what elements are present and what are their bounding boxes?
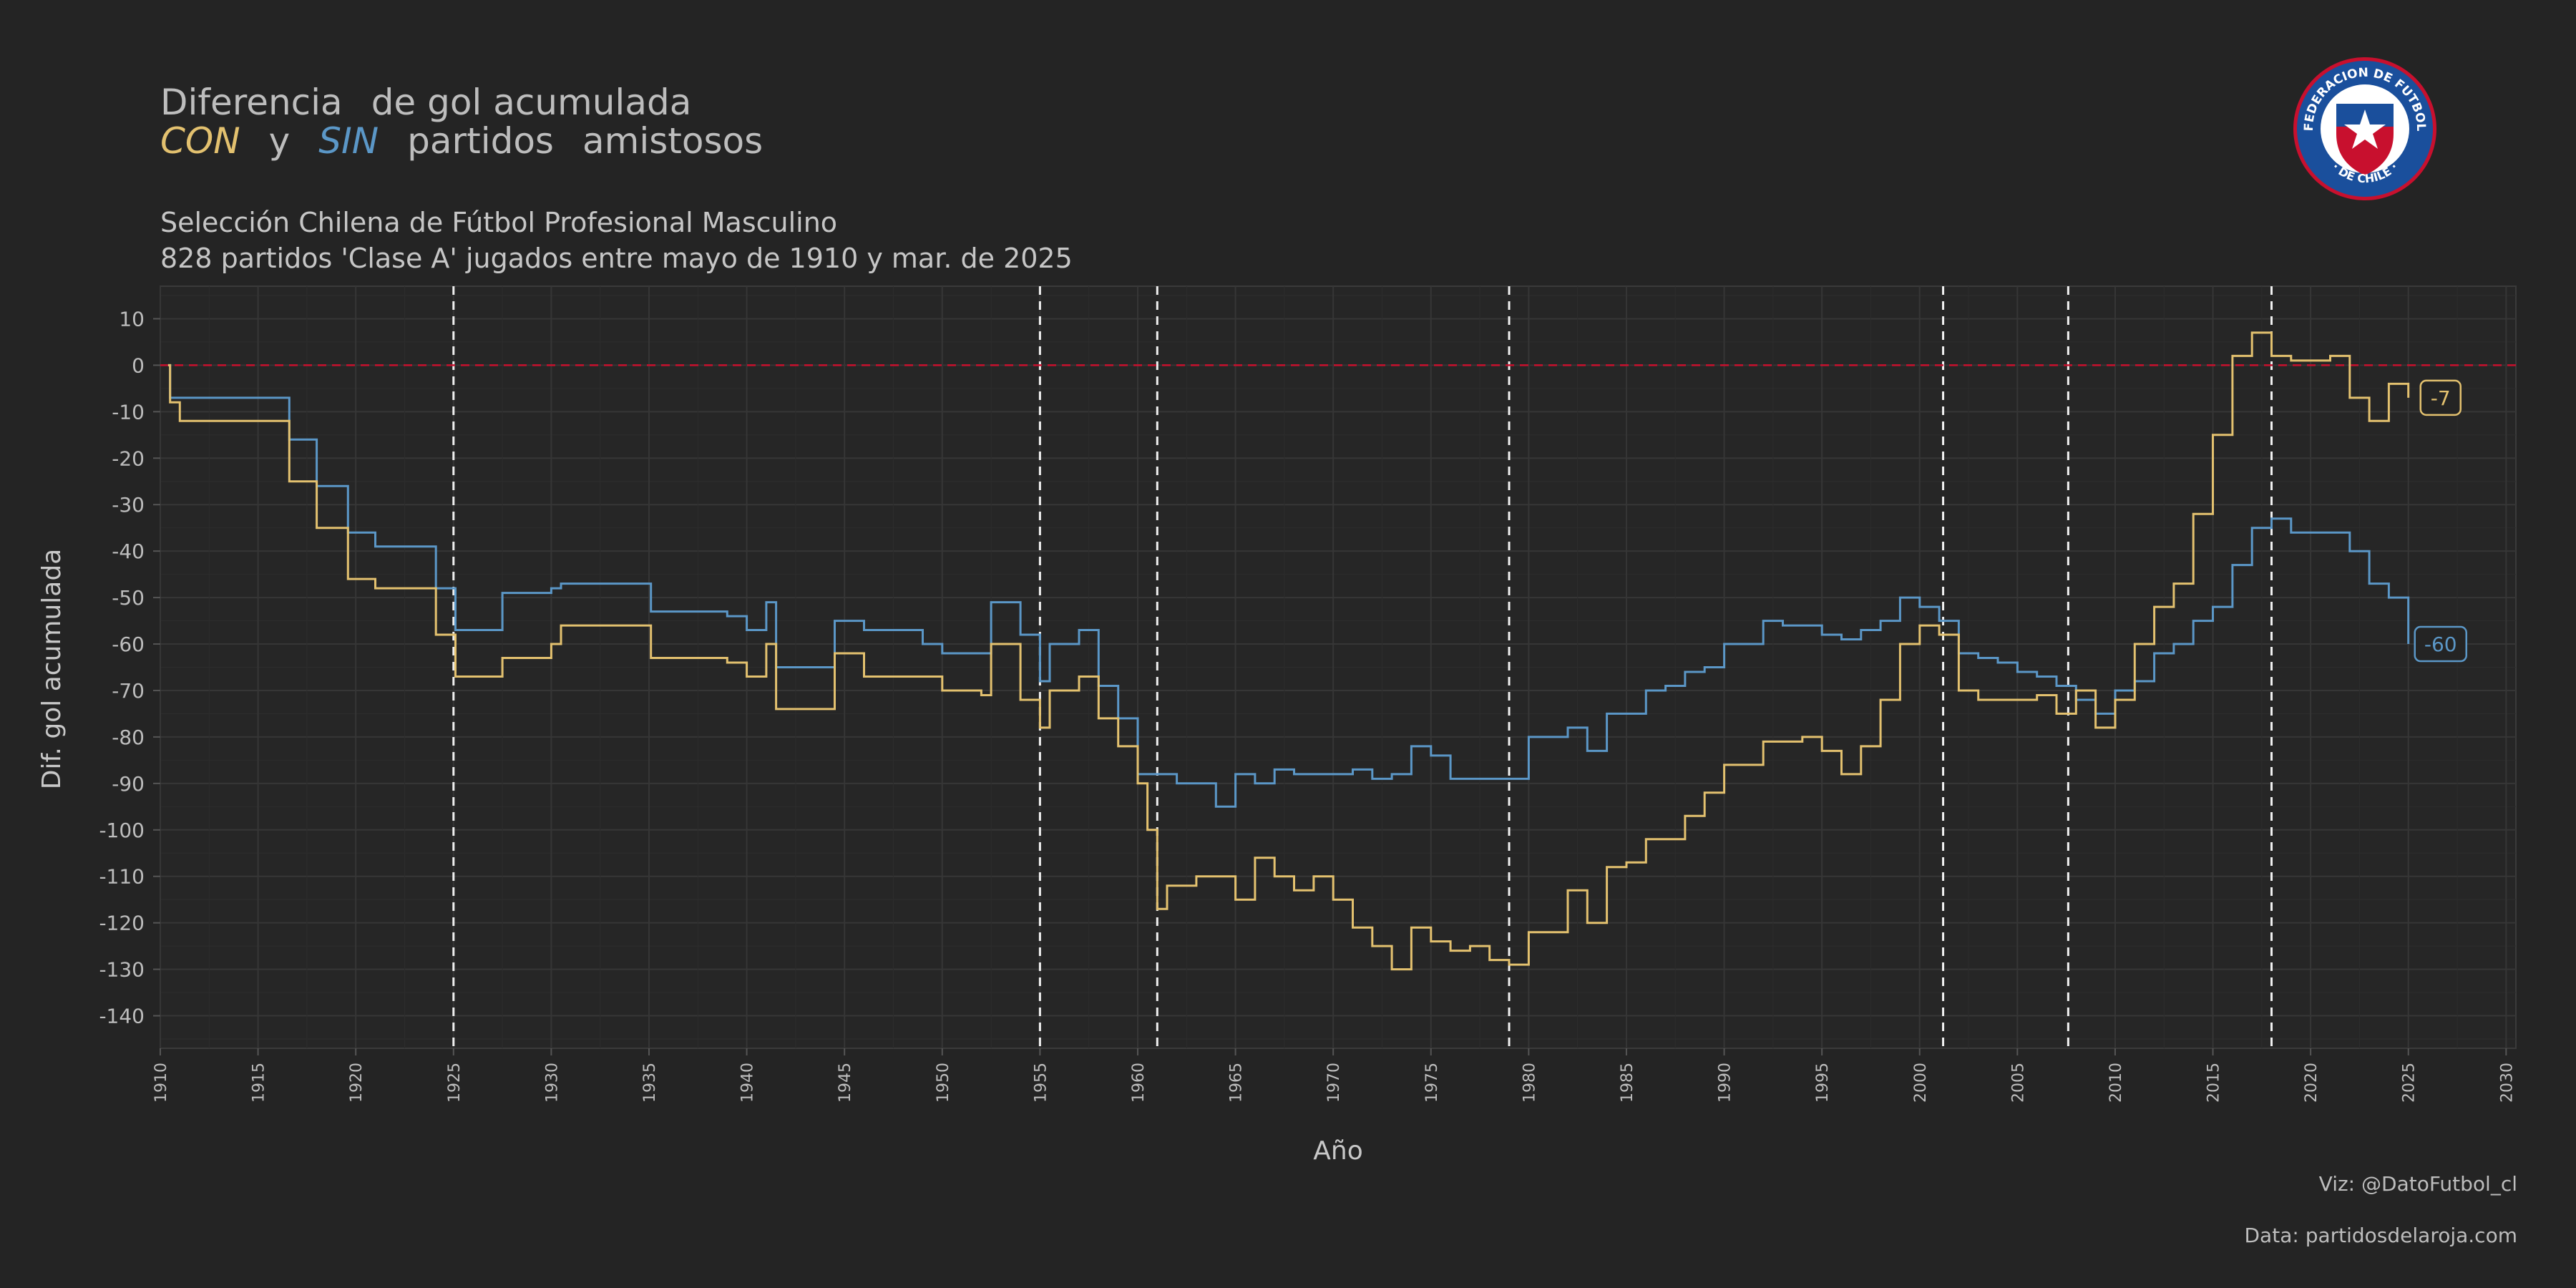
y-tick-label: -40 (112, 540, 145, 563)
x-tick-label: 1910 (152, 1063, 170, 1103)
crest-star-icon (2344, 109, 2386, 149)
title-word-de-gol: de gol (371, 82, 482, 123)
end-label-box-sin (2414, 625, 2467, 663)
title-con: CON (160, 120, 240, 162)
end-label-sin: -60 (2424, 633, 2457, 656)
x-tick-label: 1940 (739, 1063, 757, 1103)
series-line-con (167, 331, 2410, 971)
y-tick-label: -30 (112, 493, 145, 517)
data-credit: Data: partidosdelaroja.com (2244, 1224, 2518, 1247)
x-tick-label: 1970 (1325, 1063, 1343, 1103)
title-y: y (268, 120, 291, 162)
title-line-1: Diferencia de gol acumulada (160, 83, 763, 122)
y-tick-label: 0 (132, 353, 145, 377)
y-tick-label: -140 (99, 1005, 145, 1028)
y-tick-label: -100 (99, 819, 145, 842)
y-tick-label: -90 (112, 772, 145, 796)
title-word-acumulada: acumulada (493, 82, 692, 123)
y-tick-label: -130 (99, 958, 145, 982)
title-word-diferencia: Diferencia (160, 82, 343, 123)
x-tick-label: 1935 (641, 1063, 659, 1103)
end-label-con: -7 (2431, 386, 2451, 410)
y-tick-label: -70 (112, 679, 145, 703)
x-tick-label: 1965 (1228, 1063, 1246, 1103)
x-tick-label: 1925 (446, 1063, 464, 1103)
subtitle-line-2: 828 partidos 'Clase A' jugados entre may… (160, 243, 1073, 274)
y-tick-label: -120 (99, 912, 145, 935)
x-tick-label: 2010 (2107, 1063, 2125, 1103)
x-tick-label: 2020 (2303, 1063, 2321, 1103)
title-partidos: partidos (407, 120, 554, 162)
x-tick-label: 1955 (1032, 1063, 1050, 1103)
x-tick-label: 2005 (2009, 1063, 2027, 1103)
x-tick-label: 2025 (2401, 1063, 2419, 1103)
x-tick-label: 1975 (1423, 1063, 1441, 1103)
series-line-sin (167, 364, 2410, 808)
x-tick-label: 1990 (1717, 1063, 1735, 1103)
x-tick-label: 2030 (2498, 1063, 2516, 1103)
title-line-2: CON y SIN partidos amistosos (160, 122, 763, 160)
x-tick-label: 1960 (1130, 1063, 1148, 1103)
x-tick-label: 1915 (250, 1063, 268, 1103)
y-tick-label: -20 (112, 447, 145, 470)
y-tick-label: -60 (112, 633, 145, 656)
title-amistosos: amistosos (582, 120, 763, 162)
x-tick-label: 1920 (348, 1063, 366, 1103)
x-tick-label: 1980 (1521, 1063, 1538, 1103)
x-tick-label: 1930 (543, 1063, 561, 1103)
federation-crest-logo: FEDERACION DE FUTBOL · DE CHILE · (2293, 57, 2436, 200)
y-tick-label: 10 (119, 307, 145, 331)
x-axis-title: Año (1313, 1136, 1362, 1166)
y-axis-title: Dif. gol acumulada (37, 549, 67, 790)
y-tick-label: -10 (112, 400, 145, 424)
y-tick-label: -50 (112, 586, 145, 610)
x-tick-label: 2015 (2205, 1063, 2223, 1103)
x-tick-label: 1985 (1619, 1063, 1636, 1103)
y-tick-label: -80 (112, 726, 145, 749)
x-tick-label: 1950 (935, 1063, 952, 1103)
viz-credit: Viz: @DatoFutbol_cl (2318, 1172, 2517, 1196)
end-label-box-con (2419, 379, 2462, 416)
y-tick-label: -110 (99, 865, 145, 889)
subtitle-line-1: Selección Chilena de Fútbol Profesional … (160, 207, 838, 238)
x-tick-label: 1945 (836, 1063, 854, 1103)
chart-subtitle: Selección Chilena de Fútbol Profesional … (160, 205, 1073, 276)
title-sin: SIN (318, 120, 379, 162)
x-tick-label: 1995 (1814, 1063, 1832, 1103)
chart-title: Diferencia de gol acumulada CON y SIN partid… (160, 83, 763, 160)
x-tick-label: 2000 (1912, 1063, 1930, 1103)
